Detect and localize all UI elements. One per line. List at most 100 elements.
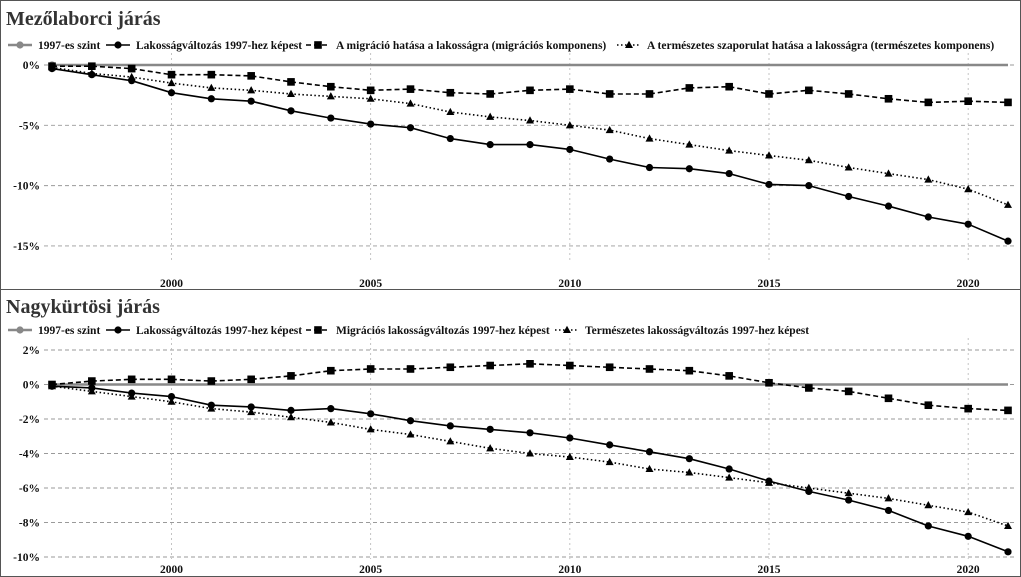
y-tick-label: -15% [13, 241, 40, 253]
data-point [167, 89, 176, 97]
data-point [207, 377, 216, 385]
x-tick-label: 2010 [558, 564, 581, 576]
legend-marker [114, 326, 122, 334]
x-axis: 2000 2005 2010 2015 2020 [160, 564, 980, 576]
data-point [406, 430, 415, 438]
data-point [526, 141, 534, 149]
data-point [526, 429, 534, 437]
data-point [685, 468, 694, 476]
plot-area [48, 360, 1012, 556]
data-point [446, 422, 454, 430]
data-point [765, 180, 773, 189]
data-point [845, 496, 853, 504]
data-point [884, 506, 893, 515]
data-point [805, 384, 813, 392]
x-tick-label: 2005 [359, 278, 382, 290]
data-point [486, 112, 495, 120]
series-a-migracio-hatasa-a-lakossagra-migracios-komponens [48, 62, 1012, 107]
data-point [327, 405, 335, 413]
data-point [565, 452, 574, 460]
data-point [1004, 98, 1012, 107]
x-tick-label: 2015 [758, 278, 781, 290]
data-point [964, 185, 973, 193]
data-point [765, 90, 773, 98]
data-point [924, 501, 933, 509]
data-point [765, 478, 773, 486]
data-point [486, 425, 494, 433]
data-point [725, 146, 734, 154]
legend: 1997-es szint Lakosságváltozás 1997-hez k… [8, 40, 994, 52]
data-point [725, 169, 733, 178]
data-point [287, 78, 295, 86]
x-tick-label: 2005 [359, 564, 382, 576]
data-point [725, 372, 733, 380]
data-point [247, 375, 255, 384]
y-tick-label: 2% [23, 345, 40, 357]
x-tick-label: 2000 [160, 564, 183, 576]
data-point [366, 94, 375, 102]
y-tick-label: -10% [13, 181, 40, 193]
data-point [725, 82, 733, 91]
y-tick-label: -5% [19, 120, 40, 132]
data-point [884, 169, 893, 177]
data-point [804, 156, 813, 164]
data-point [287, 107, 295, 115]
data-point [406, 365, 415, 373]
data-point [725, 473, 734, 481]
data-point [924, 98, 933, 107]
data-point [605, 90, 614, 98]
data-point [566, 145, 574, 154]
data-point [566, 434, 574, 442]
y-tick-label: 0% [23, 60, 40, 72]
data-point [924, 213, 932, 221]
data-point [605, 125, 614, 134]
data-point [605, 457, 614, 466]
data-point [247, 407, 256, 416]
data-point [207, 70, 216, 79]
data-point [367, 410, 375, 418]
data-point [247, 403, 255, 411]
data-point [526, 86, 534, 95]
y-tick-label: -6% [19, 483, 40, 495]
panel-mezolaborci: Mezőlaborci járás 1997-es szint Lakosságv… [6, 8, 1016, 290]
series-a-termeszetes-szaporulat-hatasa-a-lakossagra-termeszetes-komponens [48, 63, 1012, 208]
data-point [167, 392, 176, 401]
data-point [48, 63, 56, 71]
data-point [566, 361, 574, 370]
legend-marker [625, 40, 633, 48]
data-point [964, 404, 972, 413]
data-point [1004, 237, 1012, 245]
data-point [207, 404, 216, 412]
legend-marker [314, 41, 322, 49]
x-tick-label: 2015 [758, 564, 781, 576]
data-point [326, 92, 335, 100]
data-point [844, 90, 853, 98]
data-point [406, 99, 415, 107]
legend-item-1997-es-szint: 1997-es szint [8, 325, 100, 337]
legend-item-termeszetes-lakossagvaltozas-1997-hez-kepest: Természetes lakosságváltozás 1997-hez ké… [555, 325, 809, 337]
data-point [804, 483, 813, 491]
y-tick-label: 0% [23, 380, 40, 392]
data-point [685, 140, 694, 148]
data-point [606, 441, 614, 449]
data-point [765, 151, 773, 159]
legend-label: A migráció hatása a lakosságra (migráció… [336, 40, 606, 52]
series-migracios-lakossagvaltozas-1997-hez-kepest [48, 360, 1012, 415]
data-point [446, 107, 455, 116]
legend-marker [314, 326, 322, 334]
data-point [167, 375, 176, 384]
data-point [486, 90, 494, 98]
data-point [247, 97, 255, 105]
data-point [366, 86, 375, 95]
data-point [327, 114, 335, 122]
legend: 1997-es szint Lakosságváltozás 1997-hez k… [8, 325, 809, 337]
data-point [685, 455, 693, 463]
data-point [685, 165, 693, 173]
data-point [725, 465, 733, 473]
data-point [88, 62, 96, 71]
data-point [1004, 521, 1012, 529]
data-point [247, 86, 256, 94]
data-point [327, 366, 335, 375]
legend-item-migracios-lakossagvaltozas-1997-hez-kepest: Migrációs lakosságváltozás 1997-hez képe… [306, 325, 550, 337]
data-point [367, 120, 375, 128]
